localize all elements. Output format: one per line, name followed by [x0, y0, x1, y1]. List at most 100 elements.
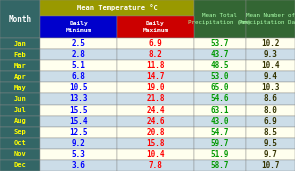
Text: 9.7: 9.7 — [263, 150, 277, 159]
Text: 10.2: 10.2 — [261, 39, 280, 48]
Bar — [246, 127, 295, 138]
Bar — [40, 160, 117, 171]
Text: Oct: Oct — [14, 140, 26, 146]
Bar — [194, 71, 246, 82]
Bar — [40, 149, 117, 160]
Bar — [194, 82, 246, 93]
Bar — [0, 149, 40, 160]
Text: 15.4: 15.4 — [69, 117, 88, 126]
Text: 54.6: 54.6 — [211, 94, 229, 103]
Text: Aug: Aug — [14, 118, 26, 124]
Text: 53.0: 53.0 — [211, 72, 229, 81]
Text: 11.8: 11.8 — [146, 61, 165, 70]
Bar — [0, 160, 40, 171]
Text: 10.4: 10.4 — [261, 61, 280, 70]
Text: 10.4: 10.4 — [146, 150, 165, 159]
Bar — [40, 127, 117, 138]
Text: 14.7: 14.7 — [146, 72, 165, 81]
Text: 15.8: 15.8 — [146, 139, 165, 148]
Text: 19.0: 19.0 — [146, 83, 165, 92]
Bar — [0, 127, 40, 138]
Bar — [117, 138, 194, 149]
Text: 9.5: 9.5 — [263, 139, 277, 148]
Text: 59.7: 59.7 — [211, 139, 229, 148]
Text: 58.7: 58.7 — [211, 161, 229, 170]
Bar — [246, 0, 295, 38]
Bar — [246, 149, 295, 160]
Bar — [0, 60, 40, 71]
Bar — [194, 160, 246, 171]
Text: 5.1: 5.1 — [72, 61, 86, 70]
Text: Sep: Sep — [14, 129, 26, 135]
Text: Daily
Minimum: Daily Minimum — [65, 21, 92, 33]
Text: 9.3: 9.3 — [263, 50, 277, 59]
Bar — [0, 93, 40, 104]
Text: 5.3: 5.3 — [72, 150, 86, 159]
Text: Jul: Jul — [14, 107, 26, 113]
Text: 3.6: 3.6 — [72, 161, 86, 170]
Bar — [194, 127, 246, 138]
Text: 65.0: 65.0 — [211, 83, 229, 92]
Text: 20.8: 20.8 — [146, 128, 165, 137]
Text: Daily
Maximum: Daily Maximum — [142, 21, 169, 33]
Bar — [246, 104, 295, 116]
Bar — [40, 93, 117, 104]
Bar — [194, 138, 246, 149]
Bar — [117, 60, 194, 71]
Text: 63.1: 63.1 — [211, 106, 229, 115]
Bar — [40, 104, 117, 116]
Text: 15.5: 15.5 — [69, 106, 88, 115]
Bar — [0, 0, 40, 38]
Text: 8.5: 8.5 — [263, 128, 277, 137]
Bar — [40, 82, 117, 93]
Bar — [246, 138, 295, 149]
Bar — [0, 71, 40, 82]
Bar — [117, 116, 194, 127]
Text: 48.5: 48.5 — [211, 61, 229, 70]
Text: 10.7: 10.7 — [261, 161, 280, 170]
Bar — [0, 49, 40, 60]
Text: Jan: Jan — [14, 41, 26, 47]
Text: Apr: Apr — [14, 74, 26, 80]
Text: 13.3: 13.3 — [69, 94, 88, 103]
Bar — [194, 60, 246, 71]
Bar — [246, 38, 295, 49]
Text: 51.9: 51.9 — [211, 150, 229, 159]
Bar — [0, 38, 40, 49]
Bar — [194, 93, 246, 104]
Bar — [194, 38, 246, 49]
Bar — [40, 60, 117, 71]
Text: 8.2: 8.2 — [149, 50, 163, 59]
Text: Mean Total
Precipitation (mm): Mean Total Precipitation (mm) — [189, 13, 252, 25]
Text: 8.0: 8.0 — [263, 106, 277, 115]
Bar — [246, 93, 295, 104]
Bar — [194, 49, 246, 60]
Bar — [0, 138, 40, 149]
Bar — [117, 49, 194, 60]
Text: 21.8: 21.8 — [146, 94, 165, 103]
Bar — [117, 93, 194, 104]
Text: 7.8: 7.8 — [149, 161, 163, 170]
Bar — [194, 149, 246, 160]
Text: 6.9: 6.9 — [263, 117, 277, 126]
Bar — [117, 160, 194, 171]
Text: Nov: Nov — [14, 151, 26, 157]
Text: May: May — [14, 85, 26, 91]
Bar — [40, 16, 117, 38]
Bar — [40, 71, 117, 82]
Text: 54.7: 54.7 — [211, 128, 229, 137]
Text: 43.0: 43.0 — [211, 117, 229, 126]
Text: 6.8: 6.8 — [72, 72, 86, 81]
Text: 10.5: 10.5 — [69, 83, 88, 92]
Bar — [246, 116, 295, 127]
Text: 9.2: 9.2 — [72, 139, 86, 148]
Text: Mean Number of
Precipitation Days: Mean Number of Precipitation Days — [239, 13, 295, 25]
Text: 10.3: 10.3 — [261, 83, 280, 92]
Text: 6.9: 6.9 — [149, 39, 163, 48]
Text: Jun: Jun — [14, 96, 26, 102]
Bar — [117, 16, 194, 38]
Text: Mean Temperature °C: Mean Temperature °C — [77, 5, 157, 11]
Bar — [246, 71, 295, 82]
Text: 8.6: 8.6 — [263, 94, 277, 103]
Bar — [40, 116, 117, 127]
